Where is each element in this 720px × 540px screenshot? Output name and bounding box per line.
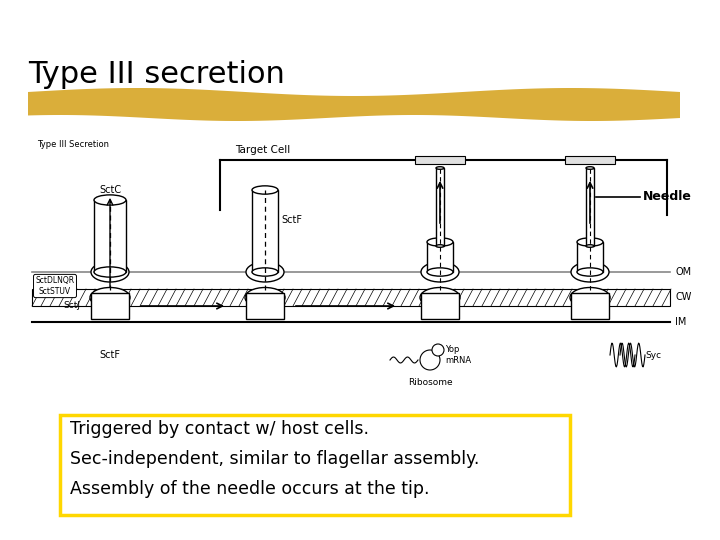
Text: SctDLNQR
SctSTUV: SctDLNQR SctSTUV: [35, 276, 75, 296]
Text: SctC: SctC: [99, 185, 121, 195]
Bar: [60, 415, 570, 515]
Text: CW: CW: [675, 293, 691, 302]
Ellipse shape: [252, 186, 278, 194]
Bar: [571, 293, 609, 319]
Ellipse shape: [245, 287, 285, 307]
Text: SctF: SctF: [99, 350, 120, 360]
Circle shape: [420, 350, 440, 370]
Ellipse shape: [252, 268, 278, 276]
Circle shape: [432, 344, 444, 356]
Ellipse shape: [94, 267, 126, 277]
Text: Assembly of the needle occurs at the tip.: Assembly of the needle occurs at the tip…: [70, 480, 430, 498]
Ellipse shape: [571, 262, 609, 282]
Ellipse shape: [90, 287, 130, 307]
Text: Syc: Syc: [645, 350, 661, 360]
Bar: [415, 156, 465, 164]
Bar: [32, 289, 670, 306]
Text: Type III secretion: Type III secretion: [28, 60, 285, 89]
Ellipse shape: [586, 167, 594, 169]
Bar: [577, 242, 603, 272]
Ellipse shape: [427, 268, 453, 276]
Bar: [427, 242, 453, 272]
Ellipse shape: [436, 167, 444, 169]
Ellipse shape: [427, 238, 453, 246]
Ellipse shape: [91, 262, 129, 282]
Text: Target Cell: Target Cell: [235, 145, 290, 155]
Text: Triggered by contact w/ host cells.: Triggered by contact w/ host cells.: [70, 420, 369, 438]
Ellipse shape: [421, 262, 459, 282]
Text: Sec-independent, similar to flagellar assembly.: Sec-independent, similar to flagellar as…: [70, 450, 480, 468]
Bar: [246, 293, 284, 319]
Bar: [565, 156, 615, 164]
Ellipse shape: [246, 262, 284, 282]
Bar: [436, 168, 444, 246]
Text: IM: IM: [675, 317, 686, 327]
Bar: [91, 293, 129, 319]
Bar: [586, 168, 594, 246]
Polygon shape: [28, 88, 680, 121]
Ellipse shape: [577, 238, 603, 246]
Ellipse shape: [436, 245, 444, 247]
Ellipse shape: [420, 287, 460, 307]
Ellipse shape: [586, 245, 594, 247]
Ellipse shape: [577, 268, 603, 276]
Bar: [94, 200, 126, 272]
Text: OM: OM: [675, 267, 691, 277]
Text: SctF: SctF: [281, 215, 302, 225]
Ellipse shape: [570, 287, 610, 307]
Bar: [421, 293, 459, 319]
Text: Type III Secretion: Type III Secretion: [37, 140, 109, 149]
Text: SctJ: SctJ: [63, 301, 80, 310]
Text: Needle: Needle: [643, 191, 692, 204]
Text: Ribosome: Ribosome: [408, 378, 452, 387]
Bar: [252, 190, 278, 272]
Ellipse shape: [94, 195, 126, 205]
Text: Yop
mRNA: Yop mRNA: [445, 345, 471, 364]
